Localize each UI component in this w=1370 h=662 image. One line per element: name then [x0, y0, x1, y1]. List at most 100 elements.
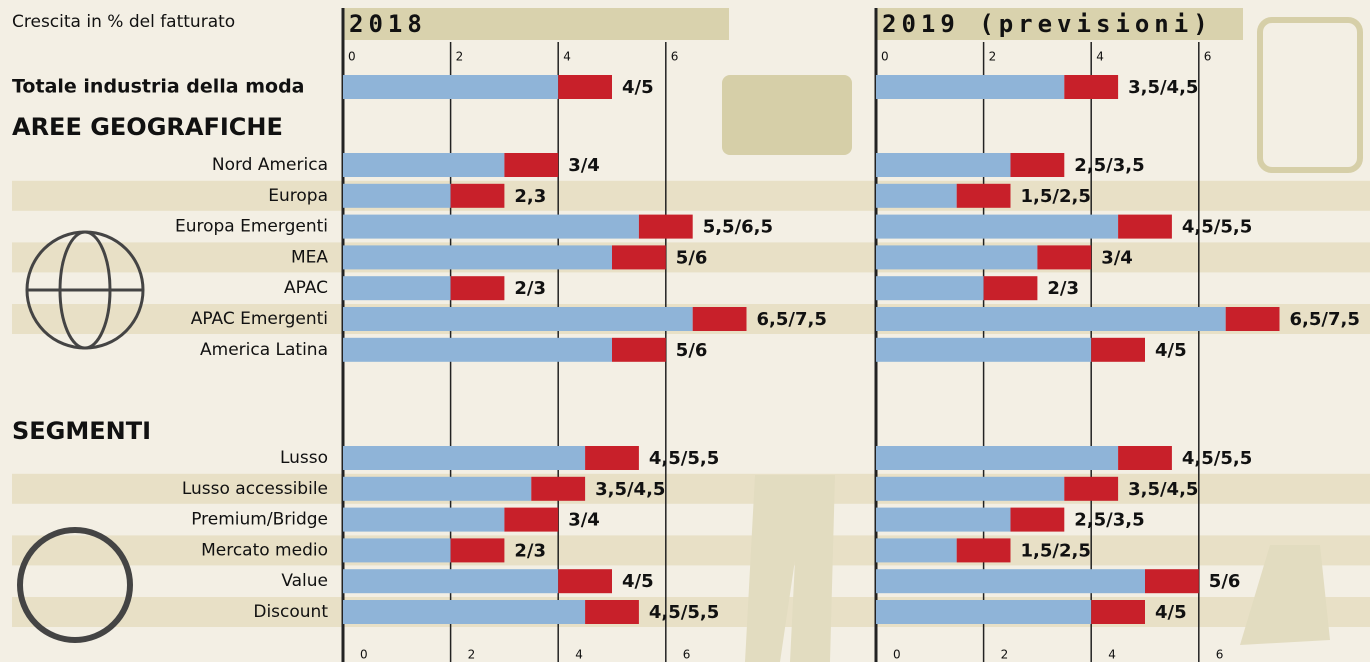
bar-range	[1091, 338, 1145, 362]
bar-low	[876, 338, 1091, 362]
value-label: 3/4	[1101, 247, 1133, 268]
x-tick-label: 6	[671, 50, 679, 64]
bar-low	[876, 477, 1064, 501]
total-label: Totale industria della moda	[12, 76, 305, 98]
value-label: 2,5/3,5	[1074, 155, 1144, 176]
bar-low	[343, 276, 451, 300]
bar-range	[585, 600, 639, 624]
bar-low	[876, 446, 1118, 470]
row-label: Lusso accessibile	[182, 479, 328, 499]
row-label: Discount	[253, 602, 328, 622]
value-label: 4/5	[622, 571, 654, 592]
bar-range	[957, 184, 1011, 208]
row-label: Lusso	[280, 448, 328, 468]
bar-range	[1118, 446, 1172, 470]
value-label: 2,5/3,5	[1074, 510, 1144, 531]
bar-range	[612, 245, 666, 269]
bar-low	[876, 75, 1064, 99]
x-tick-label: 2	[1001, 648, 1009, 662]
value-label: 4,5/5,5	[1182, 448, 1252, 469]
bar-low	[343, 184, 451, 208]
value-label: 6,5/7,5	[1290, 309, 1360, 330]
bar-range	[1011, 153, 1065, 177]
value-label: 1,5/2,5	[1021, 540, 1091, 561]
row-label: MEA	[291, 247, 328, 267]
bar-low	[876, 508, 1011, 532]
value-label: 6,5/7,5	[757, 309, 827, 330]
value-label: 4,5/5,5	[649, 602, 719, 623]
value-label: 2/3	[1047, 278, 1079, 299]
value-label: 5,5/6,5	[703, 217, 773, 238]
row-label: Premium/Bridge	[191, 510, 328, 530]
value-label: 3,5/4,5	[595, 479, 665, 500]
stripe	[12, 181, 1370, 211]
bar-low	[343, 153, 504, 177]
value-label: 5/6	[1209, 571, 1241, 592]
bar-range	[639, 215, 693, 239]
bar-low	[876, 184, 957, 208]
value-label: 2/3	[514, 540, 546, 561]
x-tick-label: 2	[468, 648, 476, 662]
row-label: Nord America	[212, 155, 328, 175]
x-tick-label: 0	[893, 648, 901, 662]
value-label: 2/3	[514, 278, 546, 299]
bar-range	[585, 446, 639, 470]
row-label: APAC	[284, 278, 328, 298]
value-label: 3,5/4,5	[1128, 479, 1198, 500]
x-tick-label: 6	[1216, 648, 1224, 662]
row-label: Europa Emergenti	[175, 217, 328, 237]
panel-title: 2019 (previsioni)	[882, 10, 1213, 38]
bar-low	[343, 446, 585, 470]
bar-range	[1226, 307, 1280, 331]
x-tick-label: 4	[1096, 50, 1104, 64]
chart: Crescita in % del fatturato Totale indus…	[0, 0, 1370, 662]
bar-range	[451, 538, 505, 562]
row-label: Europa	[268, 186, 328, 206]
bar-low	[876, 276, 984, 300]
x-tick-label: 4	[563, 50, 571, 64]
bar-low	[343, 75, 558, 99]
bar-range	[1064, 75, 1118, 99]
y-axis-label: Crescita in % del fatturato	[12, 12, 235, 32]
row-label: Value	[281, 571, 328, 591]
section-heading: AREE GEOGRAFICHE	[12, 113, 283, 141]
value-label: 2,3	[514, 186, 546, 207]
x-tick-label: 2	[989, 50, 997, 64]
bar-low	[876, 153, 1011, 177]
x-tick-label: 6	[1204, 50, 1212, 64]
x-tick-label: 4	[575, 648, 583, 662]
value-label: 4/5	[622, 77, 654, 98]
bar-low	[343, 569, 558, 593]
value-label: 5/6	[676, 340, 708, 361]
value-label: 3,5/4,5	[1128, 77, 1198, 98]
row-label: America Latina	[200, 340, 328, 360]
bar-low	[343, 508, 504, 532]
value-label: 4,5/5,5	[1182, 217, 1252, 238]
x-tick-label: 0	[348, 50, 356, 64]
bar-range	[612, 338, 666, 362]
bar-low	[876, 569, 1145, 593]
bar-range	[558, 75, 612, 99]
bar-range	[504, 508, 558, 532]
bar-low	[876, 215, 1118, 239]
x-tick-label: 4	[1108, 648, 1116, 662]
row-label: APAC Emergenti	[191, 309, 328, 329]
bar-range	[451, 184, 505, 208]
bar-range	[1091, 600, 1145, 624]
row-label: Mercato medio	[201, 540, 328, 560]
bar-range	[504, 153, 558, 177]
bar-range	[1118, 215, 1172, 239]
bar-range	[558, 569, 612, 593]
value-label: 3/4	[568, 155, 600, 176]
bar-range	[451, 276, 505, 300]
panel-title: 2018	[349, 10, 427, 38]
bar-low	[343, 245, 612, 269]
bar-low	[876, 245, 1037, 269]
bar-low	[343, 477, 531, 501]
x-tick-label: 0	[881, 50, 889, 64]
x-tick-label: 2	[456, 50, 464, 64]
bar-range	[1037, 245, 1091, 269]
bar-low	[876, 600, 1091, 624]
bar-low	[343, 600, 585, 624]
bar-low	[343, 538, 451, 562]
